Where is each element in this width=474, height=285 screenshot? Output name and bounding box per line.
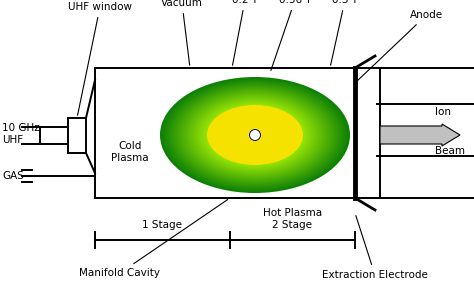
Ellipse shape (166, 81, 344, 189)
Ellipse shape (160, 77, 350, 193)
Ellipse shape (201, 101, 310, 169)
Ellipse shape (203, 102, 307, 168)
Text: UHF: UHF (2, 135, 23, 145)
Ellipse shape (194, 97, 316, 173)
Ellipse shape (188, 93, 322, 176)
Text: 10 GHz: 10 GHz (2, 123, 40, 133)
Ellipse shape (192, 96, 318, 174)
Ellipse shape (205, 104, 305, 166)
Text: 0.36 T: 0.36 T (271, 0, 311, 70)
Ellipse shape (190, 95, 320, 175)
Ellipse shape (182, 90, 328, 180)
Ellipse shape (171, 84, 339, 187)
Bar (95, 68, 380, 198)
Ellipse shape (162, 78, 348, 192)
Text: Manifold Cavity: Manifold Cavity (80, 200, 228, 278)
Ellipse shape (196, 99, 314, 171)
Text: Hot Plasma
2 Stage: Hot Plasma 2 Stage (263, 208, 322, 230)
Circle shape (249, 129, 261, 141)
Text: Vacuum: Vacuum (161, 0, 203, 65)
Ellipse shape (173, 85, 337, 185)
FancyArrow shape (380, 124, 460, 146)
Text: GAS: GAS (2, 171, 24, 181)
Ellipse shape (179, 88, 331, 182)
Text: Cold
Plasma: Cold Plasma (111, 141, 149, 163)
Text: Anode: Anode (357, 10, 443, 81)
Text: 1 Stage: 1 Stage (143, 220, 182, 230)
Ellipse shape (175, 86, 335, 184)
Text: Extraction Electrode: Extraction Electrode (322, 216, 428, 280)
Ellipse shape (164, 80, 346, 190)
Text: Beam: Beam (435, 146, 465, 156)
Ellipse shape (186, 92, 324, 178)
Ellipse shape (177, 87, 333, 183)
Text: Ion: Ion (435, 107, 451, 117)
Ellipse shape (199, 100, 311, 170)
Ellipse shape (183, 91, 327, 179)
Bar (68, 118, 86, 153)
Ellipse shape (207, 105, 303, 165)
Text: UHF window: UHF window (68, 2, 132, 115)
Ellipse shape (169, 82, 341, 188)
Text: 0.2 T: 0.2 T (232, 0, 258, 65)
Text: 0.5 T: 0.5 T (330, 0, 358, 65)
